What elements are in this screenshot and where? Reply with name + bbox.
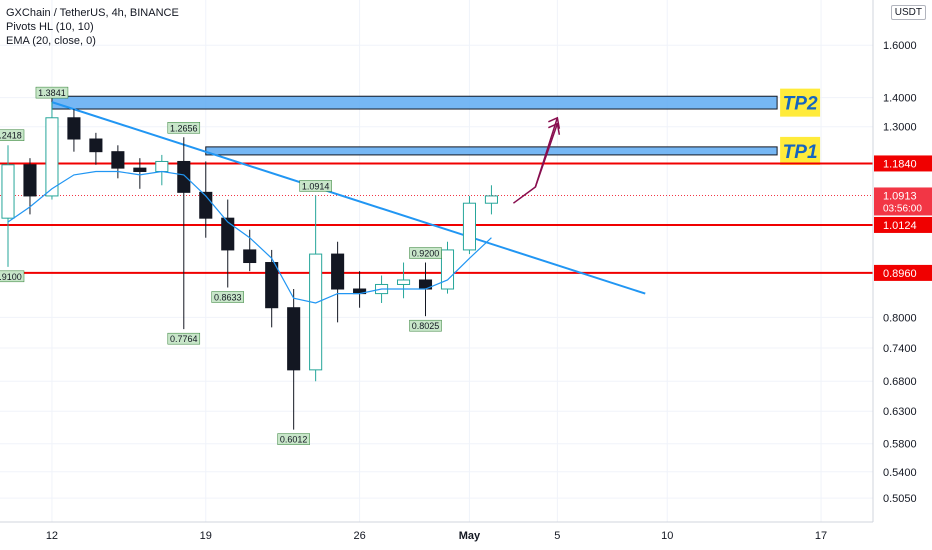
arrow-head-secondary [548, 122, 561, 135]
pivot-label: 0.8025 [412, 321, 440, 331]
target-label-bg-tp2 [780, 88, 821, 117]
time-axis: 12 19 26 May 5 10 17 [0, 521, 932, 550]
current-price-label: 1.0913 [883, 190, 917, 202]
symbol-title: GXChain / TetherUS, 4h, BINANCE [6, 7, 179, 19]
candle-body [440, 249, 455, 290]
pivot-label-box [409, 319, 442, 332]
target-zone-tp2 [51, 95, 778, 110]
pivot-label-box [409, 247, 442, 259]
time-tick-label: 12 [46, 530, 58, 542]
pivot-label-box [35, 86, 69, 99]
pivot-label: 0.7764 [170, 334, 198, 344]
price-tick-label: 0.5400 [883, 467, 917, 479]
target-label-tp2: TP2 [783, 94, 818, 115]
bar-countdown-label: 03:56:00 [883, 203, 922, 214]
pivot-label: 1.0914 [302, 181, 330, 191]
pivot-labels: 1.3841 1.2418 1.2656 1.0914 0.9200 0.9100 0.86… [0, 86, 442, 445]
time-tick-label: 5 [554, 530, 560, 542]
pivot-label: 0.8633 [214, 293, 242, 303]
pivot-label: 1.2656 [170, 123, 198, 133]
candle-body [89, 138, 103, 153]
price-tick-label: 0.7400 [883, 343, 917, 355]
pivot-label: 0.9100 [0, 272, 22, 282]
price-tick-label: 1.3000 [883, 122, 917, 134]
candle-body [462, 202, 477, 251]
price-tick-label: 0.6300 [883, 406, 917, 418]
pivot-label-box [0, 129, 25, 141]
candle-body [221, 217, 235, 251]
candle-body [484, 195, 498, 204]
candle-body [1, 164, 15, 219]
pivot-label-box [299, 180, 332, 192]
time-tick-label: 17 [815, 530, 827, 542]
level-price-label: 0.8960 [883, 268, 917, 280]
candle-body [111, 151, 125, 169]
pivot-label: 1.2418 [0, 131, 22, 141]
candle-body [265, 262, 279, 309]
level-price-tag [874, 216, 932, 233]
indicator-ema[interactable]: EMA (20, close, 0) [6, 35, 96, 47]
price-tick-label: 0.5800 [883, 439, 917, 451]
pivot-label-box [0, 270, 25, 283]
pivot-label: 1.3841 [38, 88, 66, 98]
trendline [51, 101, 646, 295]
candle-body [133, 167, 147, 172]
projection-arrows [512, 116, 561, 204]
candle-body [45, 117, 59, 197]
price-tick-label: 0.6800 [883, 376, 917, 388]
pivot-label: 0.9200 [412, 249, 440, 259]
candles [1, 102, 498, 430]
pivot-label: 0.6012 [280, 435, 308, 445]
target-label-tp1: TP1 [783, 142, 818, 163]
target-zone-tp1 [205, 146, 778, 156]
pivot-label-box [167, 122, 201, 134]
price-axis-bg [873, 0, 932, 522]
level-price-tag [874, 155, 932, 172]
current-price-tag [874, 187, 932, 216]
candle-body [396, 279, 411, 285]
price-tick-label: 1.4000 [883, 93, 917, 105]
chart-legend: GXChain / TetherUS, 4h, BINANCE Pivots H… [6, 6, 179, 48]
candle-body [23, 164, 37, 197]
price-tick-label: 1.6000 [883, 40, 917, 52]
time-tick-label: May [459, 530, 481, 542]
candle-body [155, 160, 169, 172]
candle-body [309, 253, 323, 371]
candle-body [177, 160, 191, 193]
time-tick-label: 10 [661, 530, 673, 542]
level-price-label: 1.1840 [883, 158, 917, 170]
time-axis-bg [0, 522, 932, 550]
pivot-label-box [277, 433, 310, 445]
level-price-tag [874, 264, 932, 281]
pivot-label-box [211, 291, 244, 303]
price-tick-label: 0.8000 [883, 312, 917, 324]
price-axis: 1.6000 1.4000 1.3000 0.8000 0.7400 0.6800 0.63… [872, 0, 932, 522]
arrow-path-secondary [534, 123, 559, 188]
candle-body [331, 253, 345, 290]
ema-line [7, 170, 492, 304]
price-tick-label: 0.5050 [883, 493, 917, 505]
arrow-head [548, 116, 561, 129]
candle-body [287, 307, 301, 371]
time-tick-label: 19 [200, 530, 212, 542]
candle-body [67, 117, 81, 140]
pivot-label-box [167, 332, 201, 345]
indicator-pivots[interactable]: Pivots HL (10, 10) [6, 21, 94, 33]
currency-unit-badge[interactable]: USDT [890, 5, 926, 20]
level-price-label: 1.0124 [883, 220, 917, 232]
target-label-bg-tp1 [780, 136, 821, 165]
candle-body [243, 249, 257, 264]
time-tick-label: 26 [353, 530, 365, 542]
